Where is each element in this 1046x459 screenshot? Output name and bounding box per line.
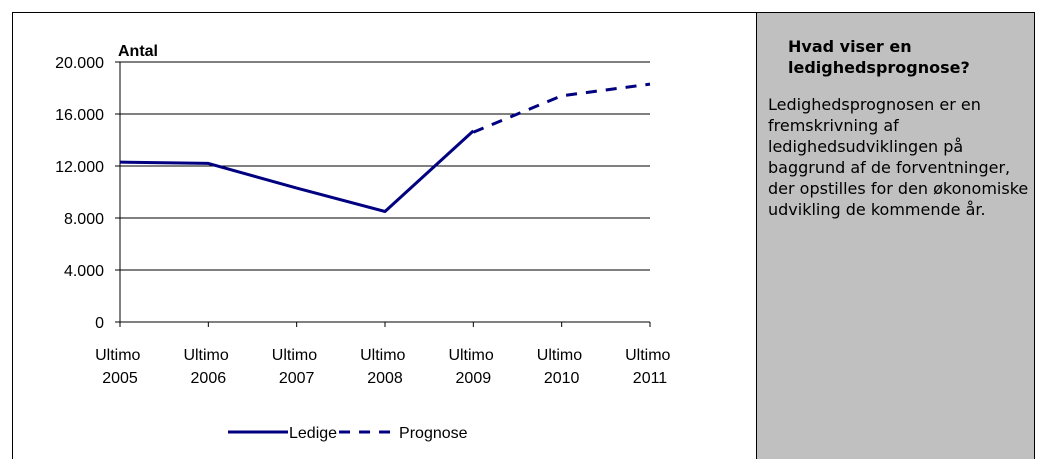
y-axis-label: Antal [118, 43, 158, 60]
x-tick-label: Ultimo 2005 [95, 347, 145, 387]
y-tick-label: 8.000 [64, 211, 104, 228]
y-tick-label: 20.000 [55, 55, 104, 72]
chart-frame [12, 12, 757, 459]
x-tick-label: Ultimo 2008 [360, 347, 410, 387]
x-tick-label: Ultimo 2007 [272, 347, 322, 387]
sidebar-text: Ledighedsprognosen er en fremskrivning a… [768, 95, 1029, 219]
y-tick-label: 4.000 [64, 263, 104, 280]
x-tick-label: Ultimo 2011 [625, 347, 675, 387]
x-tick-label: Ultimo 2006 [183, 347, 233, 387]
x-tick-label: Ultimo 2010 [537, 347, 587, 387]
y-tick-label: 16.000 [55, 107, 104, 124]
sidebar-box [756, 12, 1035, 459]
sidebar-title: Hvad viser en ledighedsprognose? [788, 37, 970, 77]
legend-label: Ledige [289, 425, 337, 442]
y-tick-label: 12.000 [55, 159, 104, 176]
y-tick-label: 0 [95, 315, 104, 332]
x-tick-label: Ultimo 2009 [448, 347, 498, 387]
legend-label: Prognose [399, 425, 468, 442]
series-line [119, 129, 475, 213]
sidebar: Hvad viser en ledighedsprognose? Ledighe… [768, 36, 1030, 220]
